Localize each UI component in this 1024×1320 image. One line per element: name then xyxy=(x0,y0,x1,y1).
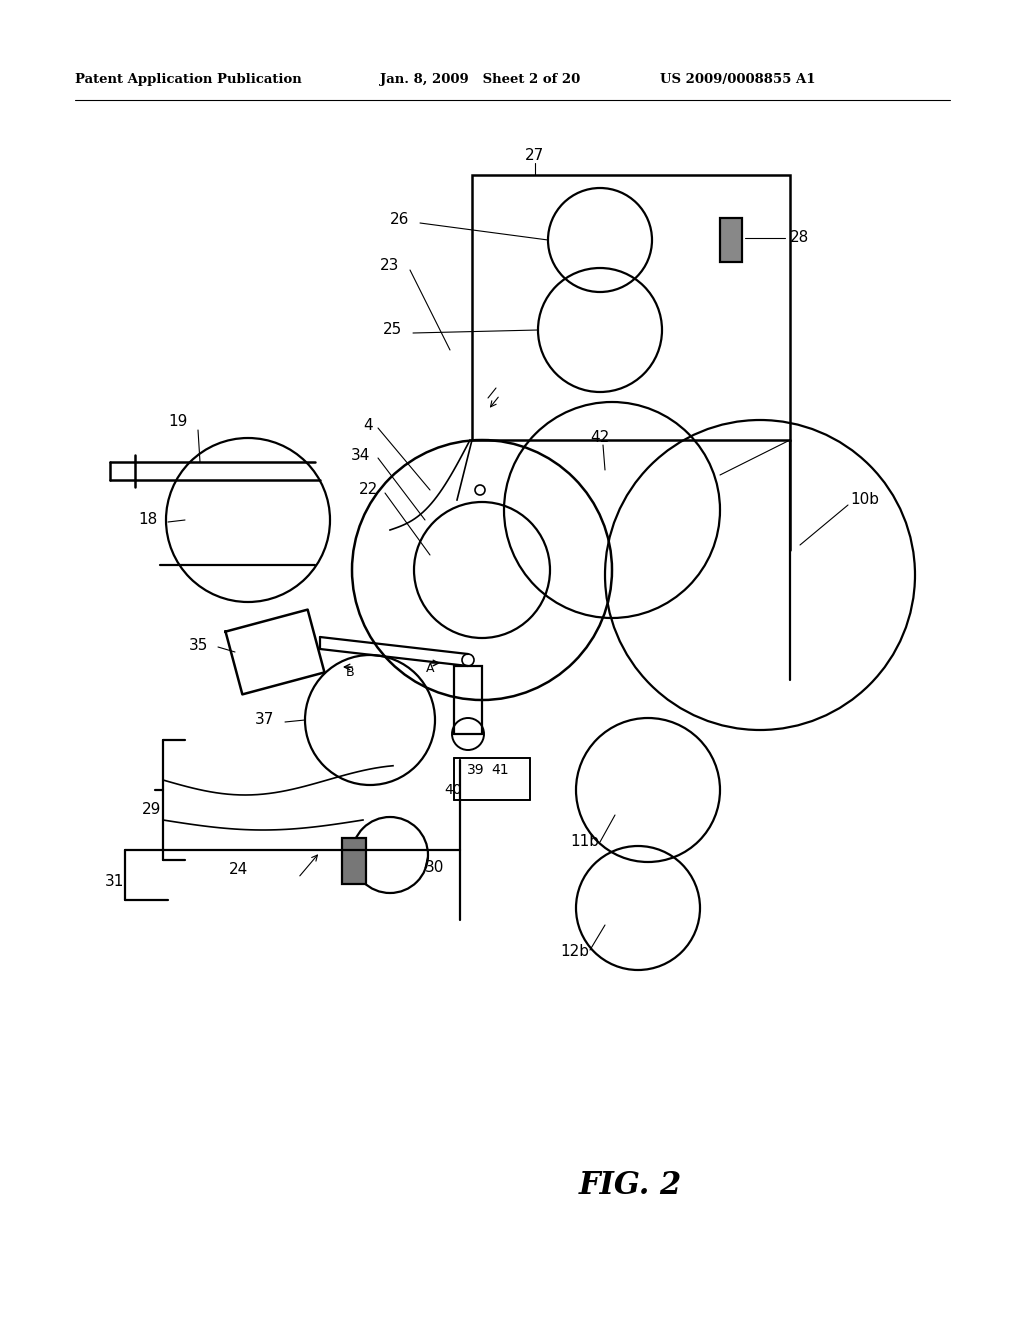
Text: 19: 19 xyxy=(168,414,187,429)
Text: 18: 18 xyxy=(138,512,158,528)
Text: 29: 29 xyxy=(142,803,162,817)
Text: 41: 41 xyxy=(492,763,509,777)
Text: A: A xyxy=(426,661,434,675)
Text: 11b: 11b xyxy=(570,834,599,850)
Text: Patent Application Publication: Patent Application Publication xyxy=(75,74,302,87)
Text: FIG. 2: FIG. 2 xyxy=(579,1170,682,1200)
Text: 23: 23 xyxy=(380,257,399,272)
Text: 10b: 10b xyxy=(850,492,879,507)
Text: 40: 40 xyxy=(444,783,462,797)
Text: 12b: 12b xyxy=(560,945,590,960)
Text: 25: 25 xyxy=(383,322,402,338)
Bar xyxy=(342,838,366,884)
Text: 35: 35 xyxy=(188,638,208,652)
Text: 28: 28 xyxy=(790,231,809,246)
Text: 22: 22 xyxy=(358,483,378,498)
Text: US 2009/0008855 A1: US 2009/0008855 A1 xyxy=(660,74,815,87)
Text: 26: 26 xyxy=(390,213,410,227)
Bar xyxy=(454,667,482,734)
Text: 30: 30 xyxy=(425,861,444,875)
Text: 37: 37 xyxy=(255,713,274,727)
Text: 34: 34 xyxy=(350,447,370,462)
Bar xyxy=(472,176,790,440)
Text: 4: 4 xyxy=(364,417,373,433)
Text: 39: 39 xyxy=(467,763,484,777)
Text: 42: 42 xyxy=(591,429,609,445)
Text: 24: 24 xyxy=(228,862,248,878)
Text: 27: 27 xyxy=(525,148,545,162)
Text: Jan. 8, 2009   Sheet 2 of 20: Jan. 8, 2009 Sheet 2 of 20 xyxy=(380,74,581,87)
Text: 31: 31 xyxy=(105,874,124,890)
Bar xyxy=(720,218,742,261)
Text: B: B xyxy=(346,667,354,680)
